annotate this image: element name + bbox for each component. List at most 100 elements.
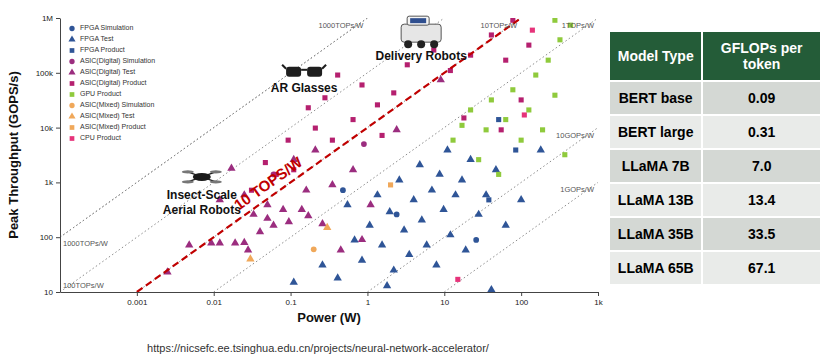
reference-label: 10TOPs/W — [481, 21, 518, 30]
table-cell: BERT base — [609, 81, 702, 115]
legend: FPGA SimulationFPGA TestFPGA ProductASIC… — [64, 20, 178, 147]
legend-marker — [70, 48, 75, 53]
point — [306, 105, 311, 110]
point — [459, 123, 464, 128]
point — [328, 180, 336, 187]
series — [455, 28, 535, 282]
y-tick-label: 100 — [40, 233, 54, 242]
drone-rotor — [210, 170, 222, 173]
legend-label: CPU Product — [80, 134, 121, 141]
point — [240, 238, 248, 245]
robot-wheel — [430, 40, 438, 48]
point — [423, 240, 431, 247]
x-tick-mark — [521, 292, 522, 296]
point — [519, 138, 524, 143]
point — [437, 75, 445, 82]
x-tick-label: 1 — [366, 298, 371, 307]
point — [482, 190, 490, 197]
x-tick-mark — [214, 292, 215, 296]
source: https://nicsefc.ee.tsinghua.edu.cn/proje… — [147, 342, 490, 354]
point — [526, 107, 531, 112]
point — [298, 205, 306, 212]
point — [269, 220, 277, 227]
table-head: Model TypeGFLOPs per token — [609, 31, 821, 81]
point — [461, 115, 466, 120]
point — [358, 255, 366, 262]
x-axis-line — [61, 292, 599, 293]
point — [473, 237, 479, 243]
legend-marker — [69, 26, 74, 31]
point — [231, 238, 239, 245]
point — [428, 185, 436, 192]
drone-rotor — [182, 180, 194, 183]
point — [562, 152, 567, 157]
point — [350, 117, 355, 122]
point — [410, 195, 418, 202]
legend-marker — [69, 103, 74, 108]
point — [366, 200, 374, 207]
table-row: LLaMA 65B67.1 — [609, 251, 821, 285]
point — [391, 90, 396, 95]
y-tick-label: 10 — [44, 288, 53, 297]
point — [522, 112, 527, 117]
legend-box — [64, 20, 178, 147]
point — [496, 117, 501, 122]
annotation: Aerial Robots — [163, 203, 241, 217]
robot-wheel — [417, 40, 425, 48]
point — [466, 155, 474, 162]
y-tick-label: 1k — [45, 178, 54, 187]
point — [375, 102, 380, 107]
x-tick: 1 — [366, 292, 371, 307]
robot-icon — [401, 16, 441, 48]
point — [489, 32, 494, 37]
legend-label: ASIC(Digital) Test — [80, 68, 135, 76]
point — [304, 211, 312, 218]
point — [435, 170, 443, 177]
point — [350, 235, 358, 242]
point — [392, 125, 400, 132]
point — [322, 95, 327, 100]
point — [462, 245, 470, 252]
icons — [182, 16, 441, 183]
robot-screen — [410, 18, 426, 23]
point — [185, 240, 193, 247]
legend-label: FPGA Product — [80, 46, 125, 53]
header-row: Model TypeGFLOPs per token — [609, 31, 821, 81]
legend-label: FPGA Test — [80, 35, 113, 42]
series — [340, 187, 479, 243]
y-tick-mark — [56, 182, 60, 183]
point — [486, 197, 491, 202]
header-cell: Model Type — [609, 31, 702, 81]
x-tick-mark — [598, 292, 599, 296]
point — [510, 87, 515, 92]
reference-line — [60, 18, 367, 237]
point — [451, 190, 459, 197]
reference-line — [137, 18, 521, 292]
drone-body — [193, 173, 211, 181]
lens — [307, 67, 322, 77]
table-row: LLaMA 13B13.4 — [609, 183, 821, 217]
point — [503, 58, 508, 63]
lens — [286, 67, 301, 77]
y-tick-mark — [56, 237, 60, 238]
table-cell: LLaMA 13B — [609, 183, 702, 217]
point — [343, 200, 351, 207]
reference-line — [137, 18, 521, 292]
y-axis-line — [60, 19, 61, 293]
reference-line — [60, 18, 367, 237]
series — [246, 223, 331, 262]
y-tick-label: 100k — [36, 69, 54, 78]
table-panel: Model TypeGFLOPs per tokenBERT base0.09B… — [608, 30, 822, 286]
x-tick-label: 100 — [515, 298, 529, 307]
point — [533, 72, 538, 77]
legend-label: ASIC(Mixed) Test — [80, 112, 134, 120]
annotation: AR Glasses — [271, 81, 338, 95]
x-tick: 100 — [515, 292, 529, 307]
table-cell: BERT large — [609, 115, 702, 149]
x-tick-mark — [367, 292, 368, 296]
plot-area — [60, 18, 598, 292]
point — [244, 245, 252, 252]
x-tick: 10 — [440, 292, 449, 307]
point — [263, 214, 271, 221]
series — [388, 182, 393, 187]
